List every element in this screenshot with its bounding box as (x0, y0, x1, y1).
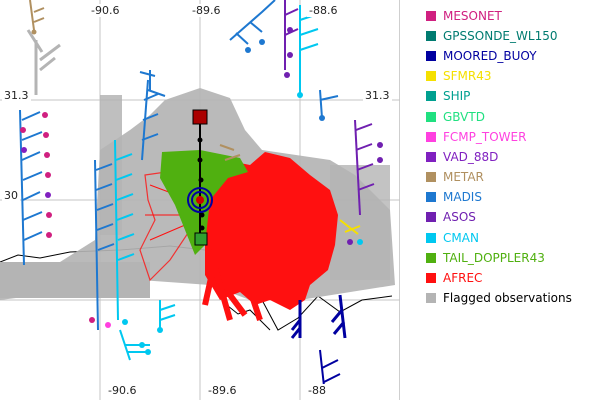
legend-label-gpssonde: GPSSONDE_WL150 (443, 29, 558, 43)
storm-center-marker[interactable] (187, 187, 213, 213)
legend-item-gpssonde[interactable]: GPSSONDE_WL150 (426, 29, 557, 43)
legend-swatch-vad-88d (426, 152, 436, 162)
legend-item-asos[interactable]: ASOS (426, 210, 476, 224)
legend-item-afrec[interactable]: AFREC (426, 271, 482, 285)
legend-label-madis: MADIS (443, 190, 482, 204)
legend-swatch-cman (426, 233, 436, 243)
lat-label-right-1: 31.3 (363, 89, 392, 102)
legend-label-fcmp-tower: FCMP_TOWER (443, 130, 527, 144)
legend-swatch-metar (426, 172, 436, 182)
legend-swatch-sfmr (426, 71, 436, 81)
legend-item-gbvtd[interactable]: GBVTD (426, 110, 485, 124)
legend-label-flagged: Flagged observations (443, 291, 572, 305)
legend-swatch-asos (426, 212, 436, 222)
lon-label-bottom-2: -89.6 (206, 384, 239, 397)
lon-label-bottom-3: -88 (306, 384, 328, 397)
metar-observations (29, 0, 241, 161)
legend-swatch-fcmp-tower (426, 132, 436, 142)
legend-label-tail-doppler: TAIL_DOPPLER43 (443, 251, 545, 265)
mesonet-observations (20, 112, 128, 328)
legend-item-madis[interactable]: MADIS (426, 190, 482, 204)
lat-label-left-1: 31.3 (2, 89, 31, 102)
legend-swatch-gpssonde (426, 31, 436, 41)
legend-label-asos: ASOS (443, 210, 476, 224)
legend-item-cman[interactable]: CMAN (426, 231, 479, 245)
legend-swatch-moored-buoy (426, 51, 436, 61)
legend-item-mesonet[interactable]: MESONET (426, 9, 502, 23)
coastline-segment (227, 305, 271, 331)
legend-item-sfmr[interactable]: SFMR43 (426, 69, 491, 83)
flight-track (192, 109, 208, 246)
map-canvas (0, 0, 400, 400)
lon-label-bottom-1: -90.6 (106, 384, 139, 397)
observation-legend: MESONET GPSSONDE_WL150 MOORED_BUOY SFMR4… (400, 0, 600, 400)
legend-swatch-mesonet (426, 11, 436, 21)
legend-item-fcmp-tower[interactable]: FCMP_TOWER (426, 130, 526, 144)
tail-doppler-observations (160, 150, 248, 255)
moored-buoy-observations (290, 294, 347, 396)
legend-swatch-ship (426, 91, 436, 101)
legend-swatch-flagged (426, 293, 436, 303)
legend-swatch-afrec (426, 273, 436, 283)
legend-item-flagged[interactable]: Flagged observations (426, 291, 572, 305)
lon-label-top-2: -89.6 (190, 4, 223, 17)
lon-label-top-3: -88.6 (307, 4, 340, 17)
legend-item-vad-88d[interactable]: VAD_88D (426, 150, 498, 164)
cman-observations (114, 5, 319, 361)
legend-label-moored-buoy: MOORED_BUOY (443, 49, 537, 63)
legend-label-mesonet: MESONET (443, 9, 502, 23)
legend-swatch-tail-doppler (426, 253, 436, 263)
legend-label-vad-88d: VAD_88D (443, 150, 499, 164)
lat-label-left-2: 30 (2, 189, 20, 202)
legend-label-cman: CMAN (443, 231, 479, 245)
legend-item-moored-buoy[interactable]: MOORED_BUOY (426, 49, 537, 63)
madis-observations-left (19, 70, 166, 331)
lon-label-top-1: -90.6 (89, 4, 122, 17)
legend-label-ship: SHIP (443, 89, 471, 103)
legend-label-sfmr: SFMR43 (443, 69, 492, 83)
legend-item-tail-doppler[interactable]: TAIL_DOPPLER43 (426, 251, 545, 265)
legend-swatch-madis (426, 192, 436, 202)
legend-item-ship[interactable]: SHIP (426, 89, 470, 103)
madis-observations-top (229, 0, 339, 121)
sfmr-observations (339, 219, 361, 235)
legend-swatch-gbvtd (426, 112, 436, 122)
legend-label-gbvtd: GBVTD (443, 110, 485, 124)
legend-label-afrec: AFREC (443, 271, 483, 285)
observation-map[interactable]: -90.6 -89.6 -88.6 31.3 31.3 30 -90.6 -89… (0, 0, 400, 400)
legend-item-metar[interactable]: METAR (426, 170, 484, 184)
asos-observations (284, 0, 383, 245)
legend-label-metar: METAR (443, 170, 484, 184)
storm-center-dot (196, 196, 204, 204)
